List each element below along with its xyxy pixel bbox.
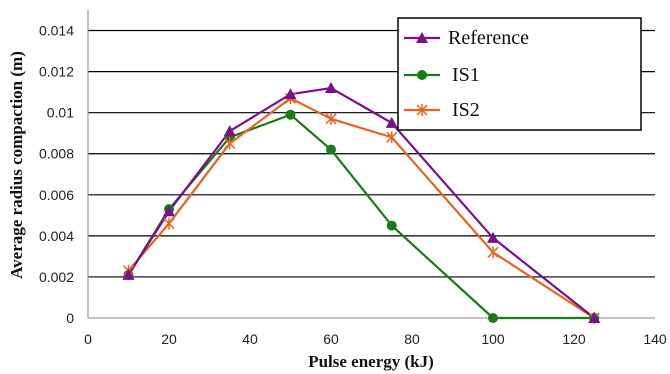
x-tick-labels: 0 20 40 60 80 100 120 140 <box>84 331 667 347</box>
series-line <box>127 113 595 320</box>
data-point <box>163 217 175 230</box>
data-point <box>487 246 499 259</box>
y-tick-label: 0.012 <box>39 64 74 80</box>
data-point <box>325 112 337 125</box>
data-point <box>386 220 397 231</box>
data-point <box>326 144 336 155</box>
legend-label: IS2 <box>452 99 480 121</box>
y-tick-label: 0.01 <box>47 105 74 121</box>
data-point <box>588 312 601 323</box>
data-point <box>224 137 236 150</box>
legend-marker <box>417 70 427 80</box>
y-tick-label: 0.008 <box>39 146 74 162</box>
x-tick-label: 40 <box>242 331 258 347</box>
legend: Reference IS1 IS2 <box>397 17 642 131</box>
y-tick-label: 0.014 <box>39 23 74 39</box>
x-axis-title: Pulse energy (kJ) <box>308 352 434 371</box>
data-point <box>325 82 337 94</box>
x-tick-label: 0 <box>84 331 92 347</box>
legend-label: IS1 <box>452 64 480 86</box>
series <box>122 82 601 324</box>
series-line <box>127 86 595 319</box>
x-tick-label: 120 <box>562 331 586 347</box>
x-tick-label: 80 <box>404 331 420 347</box>
legend-label: Reference <box>448 27 529 49</box>
data-point <box>487 231 499 243</box>
data-point <box>386 131 398 144</box>
data-point <box>285 109 296 120</box>
x-tick-label: 140 <box>643 331 667 347</box>
y-tick-label: 0 <box>66 310 74 326</box>
series-line <box>127 97 595 319</box>
y-axis-title: Average radius compaction (m) <box>7 51 26 279</box>
legend-marker <box>416 104 428 116</box>
y-tick-labels: 0 0.002 0.004 0.006 0.008 0.01 0.012 0.014 <box>39 23 74 326</box>
y-tick-label: 0.004 <box>39 228 74 244</box>
y-tick-label: 0.006 <box>39 187 74 203</box>
x-tick-label: 100 <box>481 331 505 347</box>
data-point <box>163 205 175 217</box>
x-tick-label: 20 <box>161 331 177 347</box>
x-tick-label: 60 <box>323 331 339 347</box>
legend-marker <box>416 32 428 43</box>
data-point <box>488 313 498 323</box>
data-point <box>122 268 135 280</box>
data-point <box>223 125 236 137</box>
data-point <box>385 116 398 128</box>
data-point <box>284 88 297 100</box>
y-tick-label: 0.002 <box>39 269 74 285</box>
